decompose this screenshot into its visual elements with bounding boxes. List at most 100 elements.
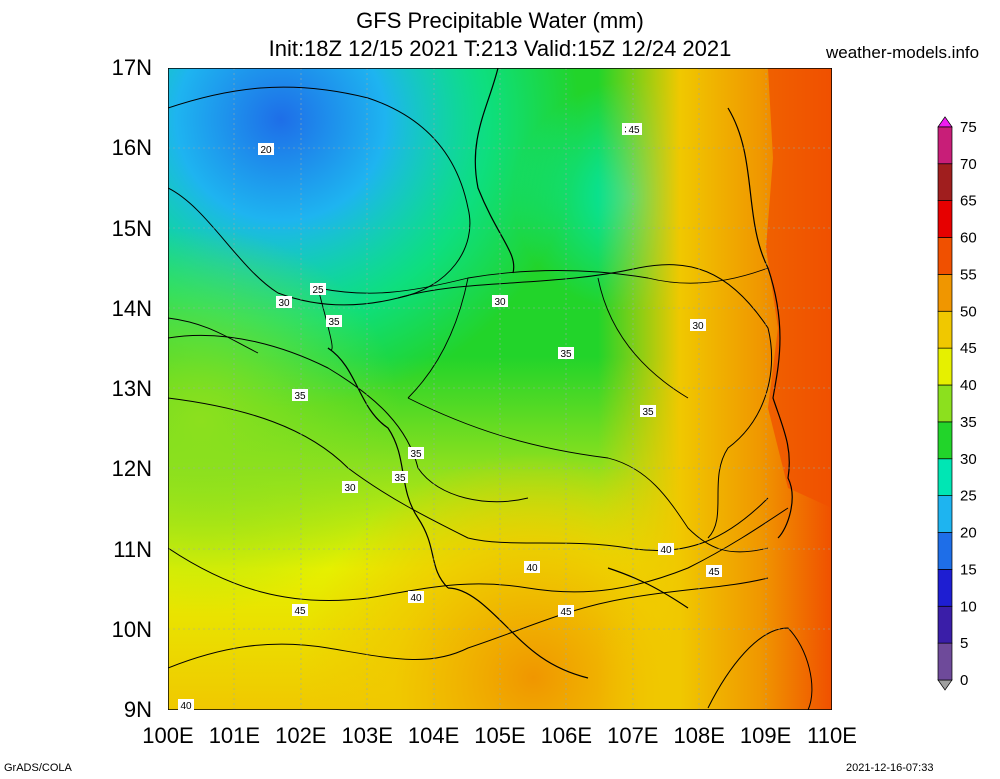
svg-text:40: 40 — [526, 563, 538, 574]
colorbar-bin — [937, 569, 953, 607]
contour-label: 40 — [524, 561, 540, 574]
contour-label: 35 — [408, 447, 424, 460]
svg-text:35: 35 — [410, 449, 422, 460]
colorbar-level-label: 20 — [960, 525, 977, 542]
colorbar-bin — [937, 163, 953, 201]
colorbar-level-label: 45 — [960, 340, 977, 357]
coastlines — [327, 68, 793, 679]
precipitable-water-map: 2025303030303535353535353040404045454540… — [168, 68, 832, 710]
svg-text:35: 35 — [560, 349, 572, 360]
contour-label: 45 — [626, 123, 642, 136]
latitude-label: 11N — [113, 536, 152, 562]
contour-label: 35 — [292, 389, 308, 402]
longitude-label: 101E — [208, 723, 261, 748]
longitude-label: 103E — [341, 723, 393, 748]
latitude-label: 12N — [111, 456, 152, 482]
svg-text:20: 20 — [260, 145, 272, 156]
latitude-label: 13N — [111, 376, 152, 401]
colorbar-bin — [937, 495, 953, 533]
latitude-label: 15N — [111, 215, 152, 241]
contour-label: 45 — [292, 604, 308, 617]
colorbar-bin — [937, 347, 953, 386]
colorbar-level-label: 75 — [960, 119, 977, 136]
colorbar-level-label: 55 — [960, 266, 977, 283]
colorbar-max-arrow — [937, 116, 953, 128]
svg-text:40: 40 — [660, 545, 672, 556]
colorbar-level-label: 30 — [960, 451, 977, 468]
contour-label: 40 — [408, 591, 424, 604]
borders — [168, 267, 769, 553]
generated-timestamp: 2021-12-16-07:33 — [846, 762, 934, 774]
latitude-label: 14N — [111, 295, 152, 321]
svg-text:45: 45 — [708, 567, 720, 578]
colorbar-bin — [937, 237, 953, 275]
latitude-label: 9N — [123, 697, 152, 722]
colorbar-level-label: 40 — [960, 377, 977, 394]
colorbar: 0 5 10 15 20 25 30 35 40 45 50 55 60 65 70 75 — [937, 116, 977, 691]
colorbar-level-label: 0 — [960, 672, 968, 689]
colorbar-level-label: 65 — [960, 193, 977, 210]
svg-text:40: 40 — [180, 701, 192, 710]
contour-label: 40 — [178, 699, 194, 710]
longitude-label: 100E — [142, 723, 194, 748]
contour-label: 40 — [658, 543, 674, 556]
colorbar-bin — [937, 642, 953, 681]
contour-label: 45 — [706, 565, 722, 578]
svg-text:45: 45 — [628, 125, 640, 136]
colorbar-bin — [937, 532, 953, 570]
contour-label: 30 — [492, 295, 508, 308]
colorbar-level-label: 60 — [960, 230, 977, 247]
colorbar-bin — [937, 458, 953, 496]
colorbar-level-label: 25 — [960, 488, 977, 505]
svg-text:30: 30 — [692, 321, 704, 332]
colorbar-level-label: 15 — [960, 561, 977, 578]
map-subtitle: Init:18Z 12/15 2021 T:213 Valid:15Z 12/2… — [268, 36, 732, 61]
colorbar-level-label: 50 — [960, 303, 977, 320]
contour-label: 35 — [640, 405, 656, 418]
svg-text:35: 35 — [328, 317, 340, 328]
colorbar-bin — [937, 421, 953, 460]
colorbar-bin — [937, 605, 953, 644]
contour-label: 35 — [558, 347, 574, 360]
colorbar-level-label: 10 — [960, 598, 977, 615]
svg-text:30: 30 — [344, 483, 356, 494]
latitude-label: 16N — [111, 135, 152, 161]
contour-label: 35 — [392, 471, 408, 484]
colorbar-bin — [937, 126, 953, 165]
svg-text:30: 30 — [494, 297, 506, 308]
longitude-label: 105E — [474, 723, 526, 748]
longitude-label: 102E — [275, 723, 327, 748]
colorbar-level-label: 35 — [960, 414, 977, 431]
contour-lines — [168, 86, 813, 710]
svg-text:35: 35 — [294, 391, 306, 402]
source-site-label: weather-models.info — [826, 43, 980, 62]
longitude-label: 107E — [607, 723, 659, 748]
svg-text:45: 45 — [294, 606, 306, 617]
colorbar-bin — [937, 274, 953, 312]
contour-label: 20 — [258, 143, 274, 156]
colorbar-bin — [937, 200, 953, 238]
field-wettest-band — [766, 68, 832, 508]
contour-label: 30 — [690, 319, 706, 332]
colorbar-min-arrow — [937, 679, 953, 691]
colorbar-level-label: 5 — [960, 635, 968, 652]
software-credit: GrADS/COLA — [4, 762, 72, 774]
longitude-label: 106E — [540, 723, 593, 748]
svg-text:25: 25 — [312, 285, 324, 296]
map-title: GFS Precipitable Water (mm) — [356, 8, 644, 33]
contour-label: 45 — [558, 605, 574, 618]
longitude-label: 108E — [673, 723, 725, 748]
svg-text:30: 30 — [278, 298, 290, 309]
colorbar-level-label: 70 — [960, 156, 977, 173]
colorbar-bin — [937, 310, 953, 349]
contour-label: 25 — [310, 283, 326, 296]
svg-text:35: 35 — [394, 473, 406, 484]
contour-label: 30 — [342, 481, 358, 494]
latitude-label: 10N — [111, 616, 152, 642]
longitude-label: 104E — [407, 723, 460, 748]
svg-text:35: 35 — [642, 407, 654, 418]
contour-label: 35 — [326, 315, 342, 328]
latitude-label: 17N — [111, 55, 152, 80]
contour-labels: 2025303030303535353535353040404045454540… — [178, 123, 722, 710]
svg-text:45: 45 — [560, 607, 572, 618]
